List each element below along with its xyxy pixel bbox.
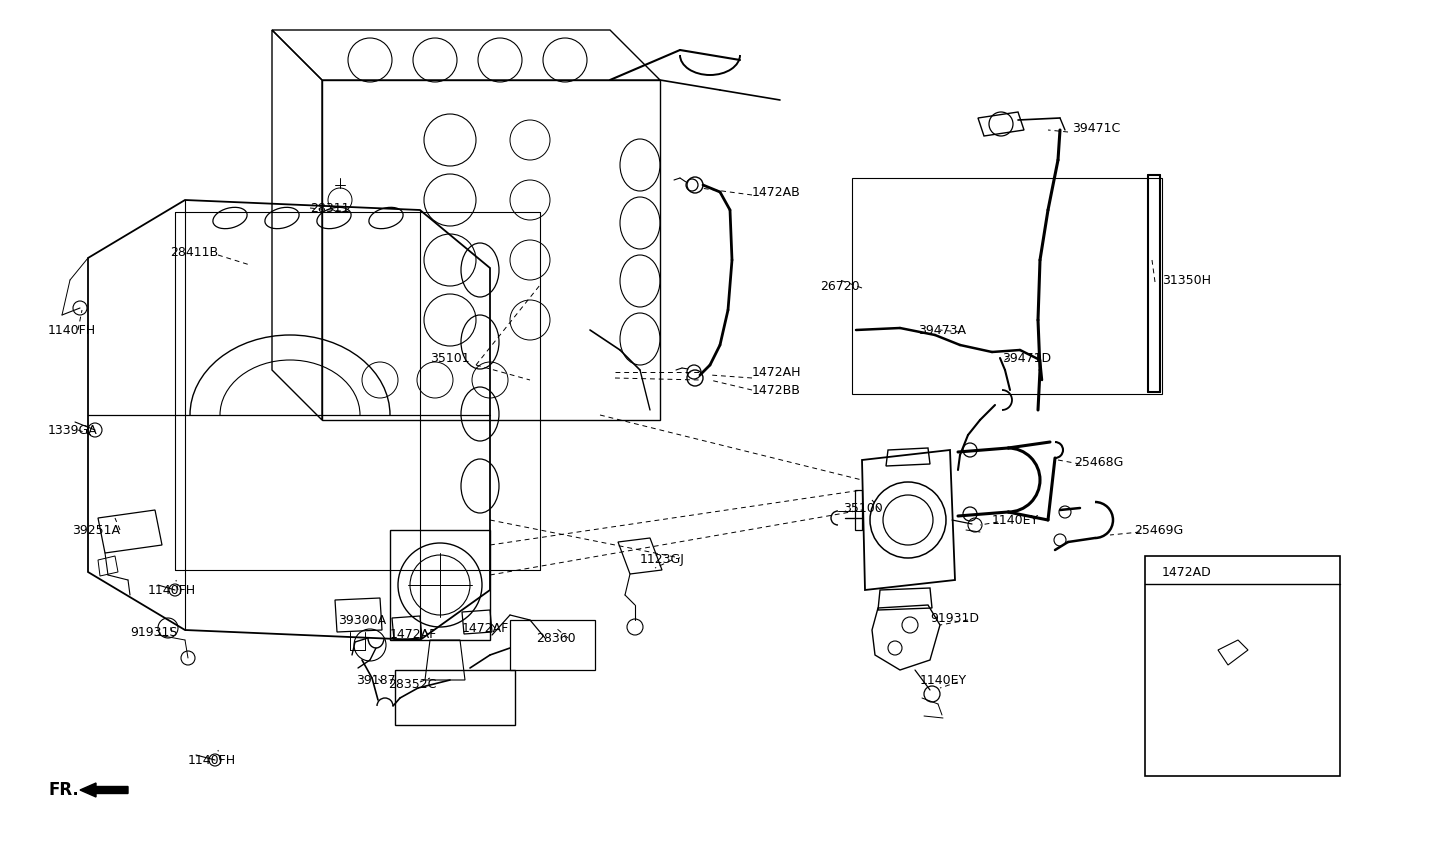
Text: 91931D: 91931D	[929, 611, 979, 624]
Text: 39187: 39187	[356, 673, 395, 687]
Text: 26720: 26720	[820, 280, 860, 293]
Text: 1123GJ: 1123GJ	[640, 554, 685, 566]
Text: 1339GA: 1339GA	[48, 423, 97, 437]
Text: 39471C: 39471C	[1072, 121, 1121, 135]
Text: 35101: 35101	[430, 352, 469, 365]
Text: 1140FH: 1140FH	[187, 754, 237, 767]
Bar	[510, 620, 595, 670]
FancyArrow shape	[80, 783, 128, 797]
Text: 1472AH: 1472AH	[752, 365, 802, 378]
Bar	[1146, 556, 1340, 776]
Text: 28311: 28311	[309, 202, 350, 215]
Text: 1140EY: 1140EY	[921, 673, 967, 687]
Text: 28352C: 28352C	[388, 678, 437, 690]
Text: 28411B: 28411B	[170, 246, 218, 259]
Text: 1472AB: 1472AB	[752, 186, 800, 198]
Text: 25468G: 25468G	[1074, 455, 1124, 468]
Text: 1472AD: 1472AD	[1162, 566, 1212, 578]
Text: 1140FH: 1140FH	[48, 323, 96, 337]
Text: 39300A: 39300A	[338, 613, 386, 627]
Text: 39471D: 39471D	[1002, 352, 1051, 365]
Text: 1140FH: 1140FH	[148, 583, 196, 596]
Text: 1140EY: 1140EY	[992, 514, 1040, 527]
Text: 39251A: 39251A	[73, 523, 121, 537]
Text: 25469G: 25469G	[1134, 523, 1183, 537]
Text: 39473A: 39473A	[918, 323, 966, 337]
Bar	[395, 670, 515, 725]
Text: 1472BB: 1472BB	[752, 383, 802, 397]
Text: 1472AF: 1472AF	[391, 628, 437, 640]
Text: 1472AF: 1472AF	[462, 622, 510, 634]
Text: 35100: 35100	[844, 501, 883, 515]
Bar	[852, 178, 1162, 394]
Text: 28360: 28360	[536, 632, 575, 644]
Text: 91931S: 91931S	[131, 626, 177, 639]
Text: 31350H: 31350H	[1162, 274, 1211, 287]
Text: FR.: FR.	[48, 781, 78, 799]
